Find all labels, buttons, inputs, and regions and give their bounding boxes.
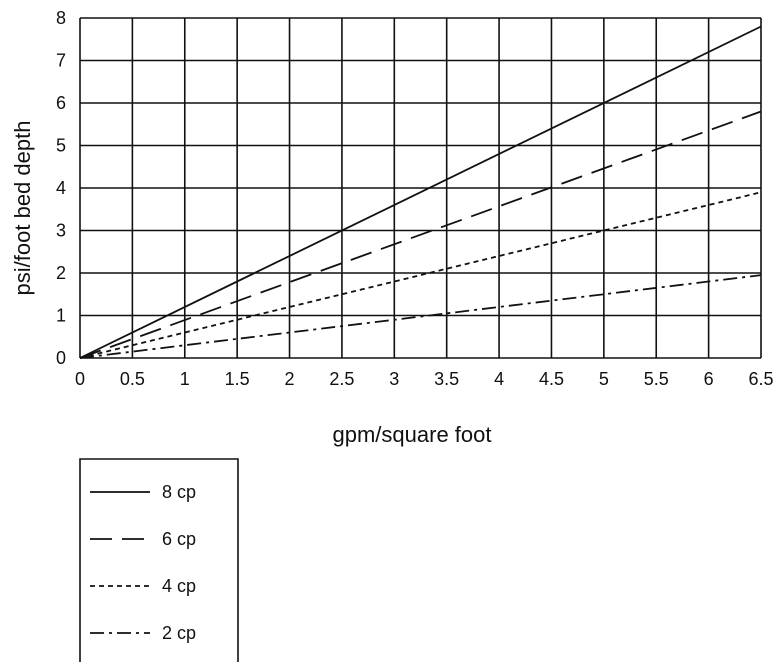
series-line-4-cp (79, 191, 762, 359)
x-axis-label: gpm/square foot (333, 422, 492, 447)
x-tick-label: 4 (494, 369, 504, 389)
x-tick-label: 4.5 (539, 369, 564, 389)
x-tick-label: 6 (704, 369, 714, 389)
y-tick-label: 2 (56, 263, 66, 283)
legend-label: 8 cp (162, 482, 196, 502)
y-tick-label: 7 (56, 51, 66, 71)
x-tick-label: 0 (75, 369, 85, 389)
legend-box (79, 458, 239, 662)
y-tick-label: 0 (56, 348, 66, 368)
x-tick-label: 2 (285, 369, 295, 389)
y-tick-label: 5 (56, 136, 66, 156)
x-tick-label: 2.5 (329, 369, 354, 389)
legend: 8 cp 6 cp 4 cp 2 cp (79, 458, 239, 662)
x-tick-label: 6.5 (748, 369, 773, 389)
x-tick-label: 1 (180, 369, 190, 389)
legend-label: 4 cp (162, 576, 196, 596)
x-tick-label: 0.5 (120, 369, 145, 389)
grid (79, 17, 762, 359)
tick-labels: 0 0.5 1 1.5 2 2.5 3 3.5 4 4.5 5 5.5 6 6.5 0 1 2 3 4 5 6 7 8 (56, 8, 774, 389)
x-tick-label: 5.5 (644, 369, 669, 389)
y-tick-label: 3 (56, 221, 66, 241)
x-tick-label: 3 (389, 369, 399, 389)
legend-label: 6 cp (162, 529, 196, 549)
y-tick-label: 8 (56, 8, 66, 28)
x-tick-label: 5 (599, 369, 609, 389)
y-tick-label: 4 (56, 178, 66, 198)
series-line-2-cp (79, 274, 762, 359)
y-axis-label: psi/foot bed depth (10, 121, 35, 296)
legend-label: 2 cp (162, 623, 196, 643)
series-lines (79, 25, 762, 359)
y-tick-label: 6 (56, 93, 66, 113)
x-tick-label: 3.5 (434, 369, 459, 389)
series-line-6-cp (79, 110, 762, 359)
x-tick-label: 1.5 (225, 369, 250, 389)
y-tick-label: 1 (56, 306, 66, 326)
series-line-8-cp (79, 25, 762, 359)
